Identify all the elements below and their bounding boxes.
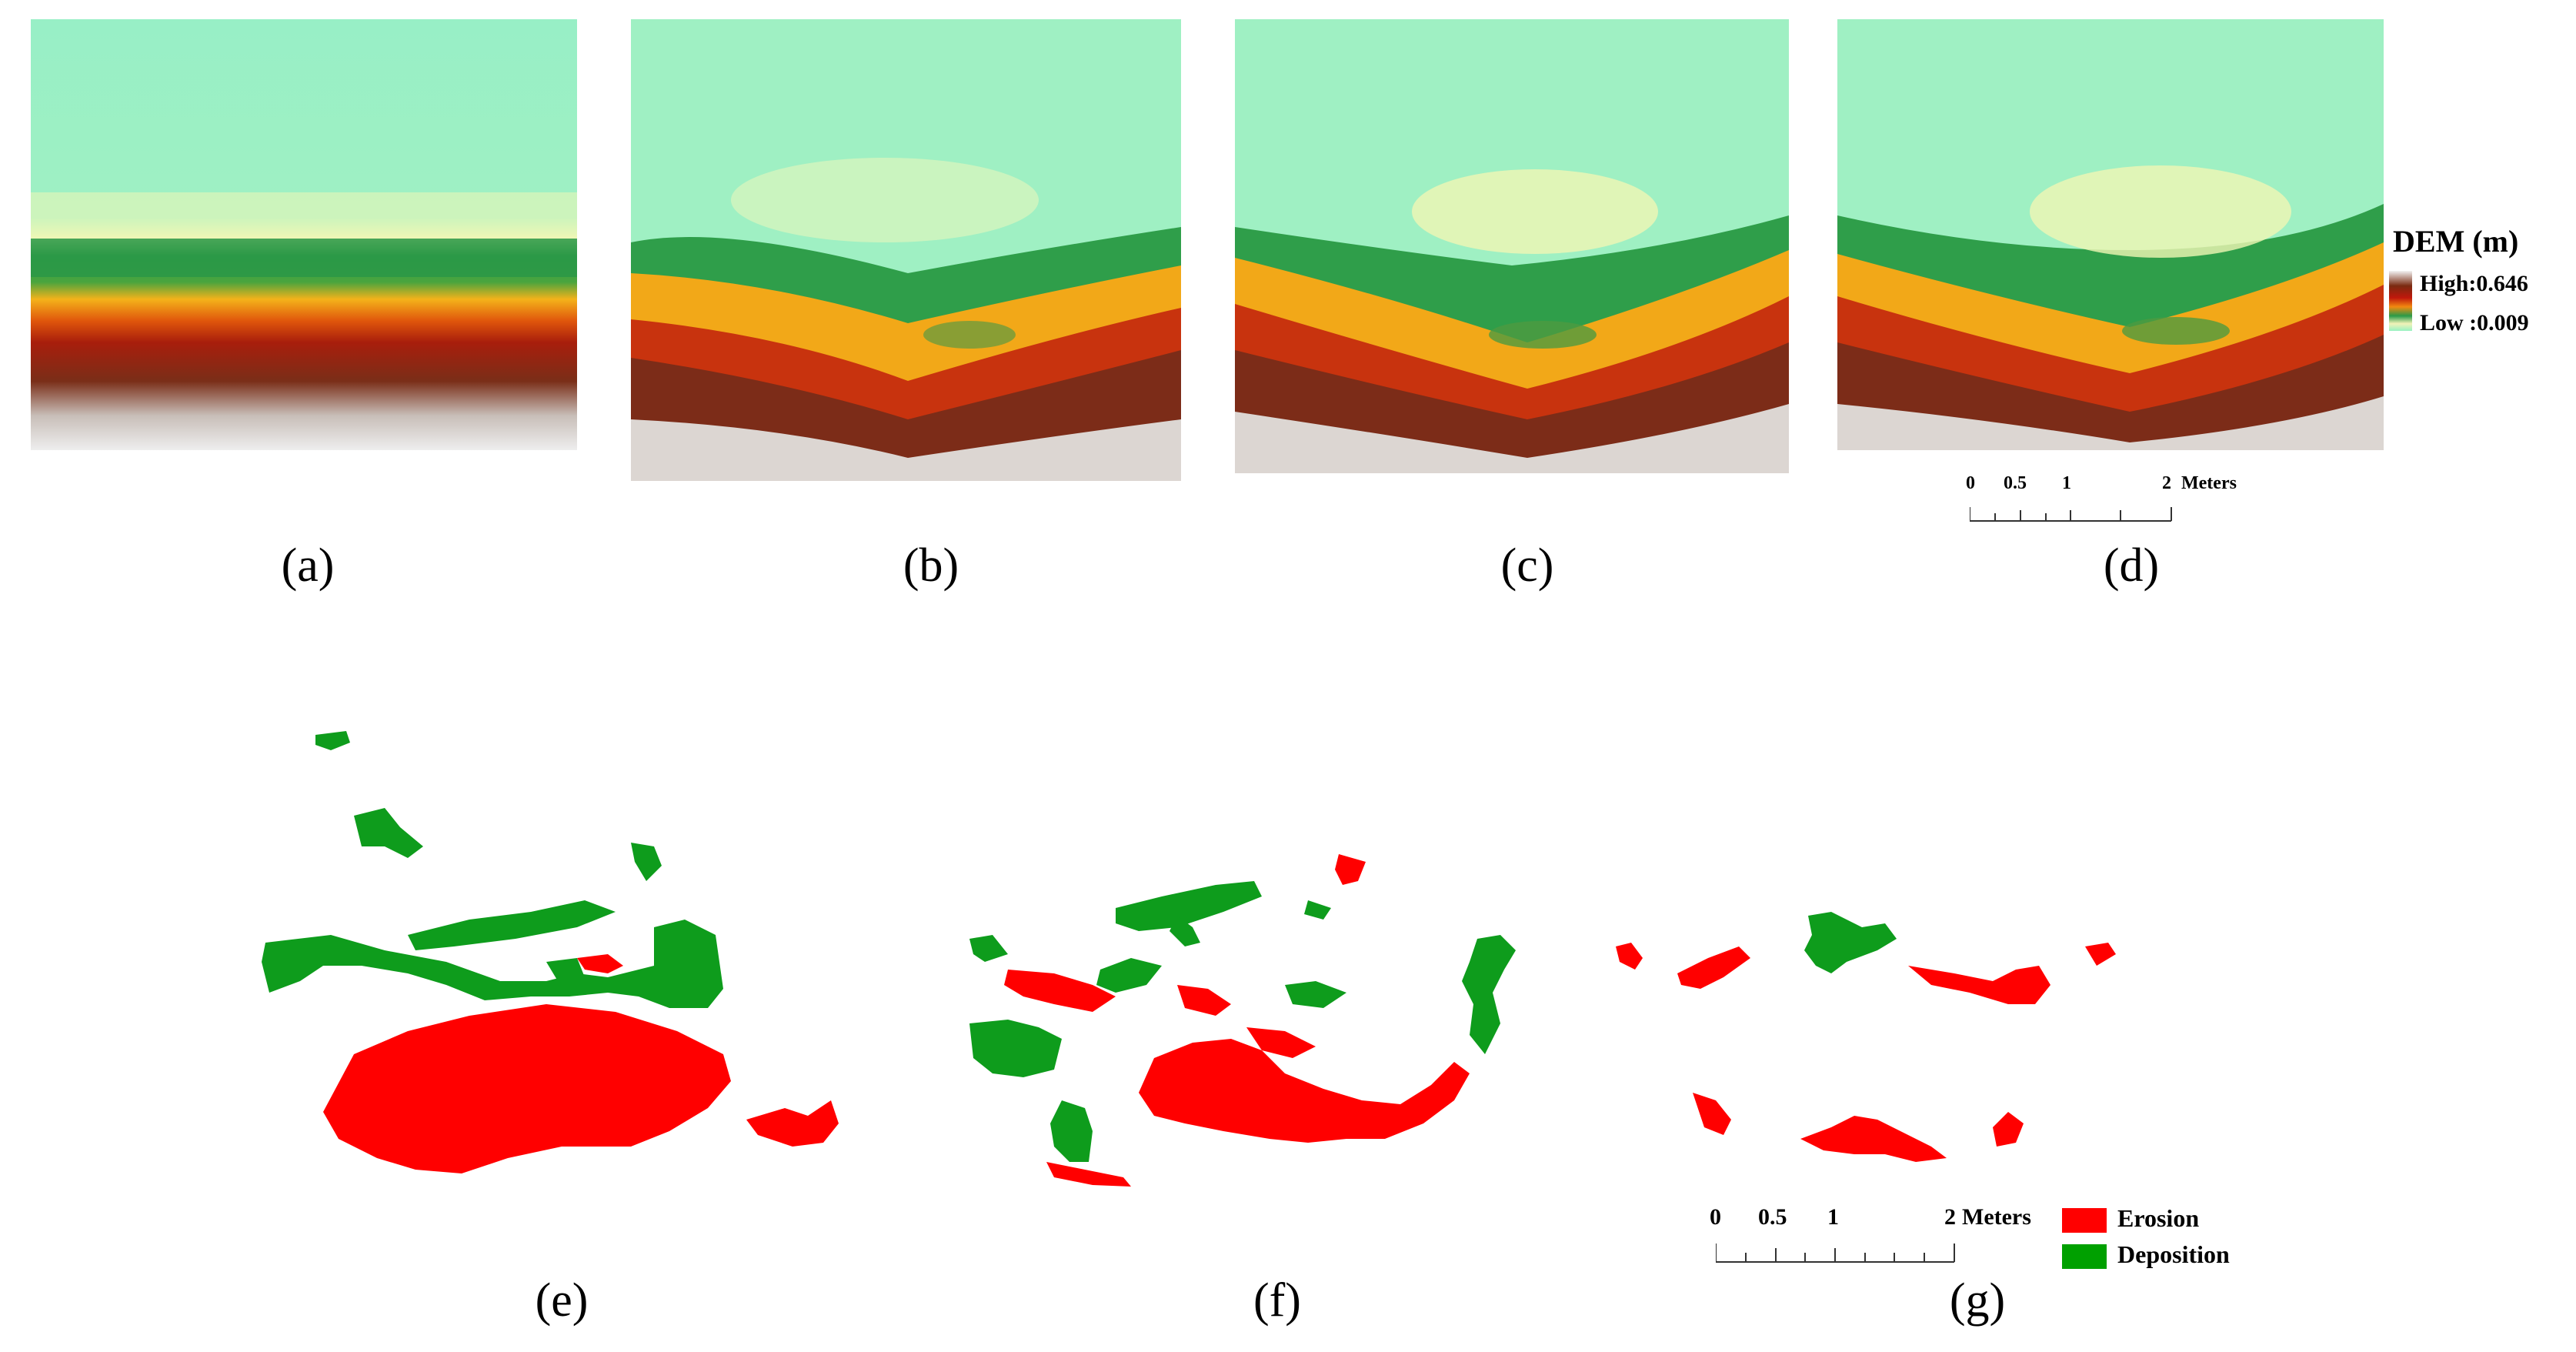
deposition-patches — [969, 881, 1516, 1162]
scale-tick-label: 2 — [2162, 473, 2171, 493]
scale-tick-label: 0 — [1710, 1204, 1721, 1230]
erosion-patches — [323, 954, 839, 1173]
scale-bar-top: 0 0.5 1 2 Meters — [1954, 473, 2237, 535]
panel-label-b: (b) — [903, 539, 959, 592]
deposition-patches — [1804, 912, 1897, 973]
erosion-legend-label: Erosion — [2117, 1204, 2200, 1232]
scale-unit: Meters — [1962, 1204, 2031, 1230]
erosion-patches — [1004, 854, 1470, 1187]
dem-legend-low: Low :0.009 — [2420, 310, 2529, 335]
deposition-swatch — [2062, 1244, 2107, 1269]
scale-tick-label: 0 — [1966, 473, 1975, 493]
scale-tick-label: 0.5 — [2004, 473, 2027, 493]
dem-legend-high: High:0.646 — [2420, 271, 2528, 296]
change-map-g — [1616, 912, 2116, 1162]
scale-unit: Meters — [2181, 473, 2237, 493]
panel-label-a: (a) — [281, 539, 335, 592]
dem-map-c — [1235, 19, 1789, 473]
scale-bar-bottom: 0 0.5 1 2 Meters — [1700, 1204, 2039, 1281]
panel-label-d: (d) — [2103, 539, 2160, 592]
scale-bar-bottom-line — [1716, 1244, 1955, 1263]
scale-tick-label: 1 — [1827, 1204, 1839, 1230]
scale-tick-label: 0.5 — [1758, 1204, 1787, 1230]
deposition-patches — [262, 731, 723, 1008]
erosion-patches — [1616, 943, 2116, 1162]
dem-map-d — [1837, 19, 2384, 450]
panel-label-f: (f) — [1253, 1274, 1301, 1327]
change-map-f — [969, 854, 1516, 1187]
scale-tick-label: 2 — [1944, 1204, 1956, 1230]
dem-map-b — [631, 19, 1181, 481]
panel-label-e: (e) — [535, 1274, 589, 1327]
dem-map-a — [31, 19, 577, 450]
deposition-legend-label: Deposition — [2117, 1240, 2230, 1268]
panel-label-g: (g) — [1949, 1274, 2006, 1327]
change-map-e — [262, 731, 839, 1173]
panel-label-c: (c) — [1500, 539, 1554, 592]
scale-bar-top-line — [1970, 507, 2172, 522]
change-legend: Erosion Deposition — [2062, 1204, 2262, 1274]
dem-legend-ramp — [2389, 271, 2412, 331]
dem-legend-title: DEM (m) — [2393, 224, 2519, 259]
erosion-swatch — [2062, 1208, 2107, 1233]
scale-tick-label: 1 — [2062, 473, 2071, 493]
